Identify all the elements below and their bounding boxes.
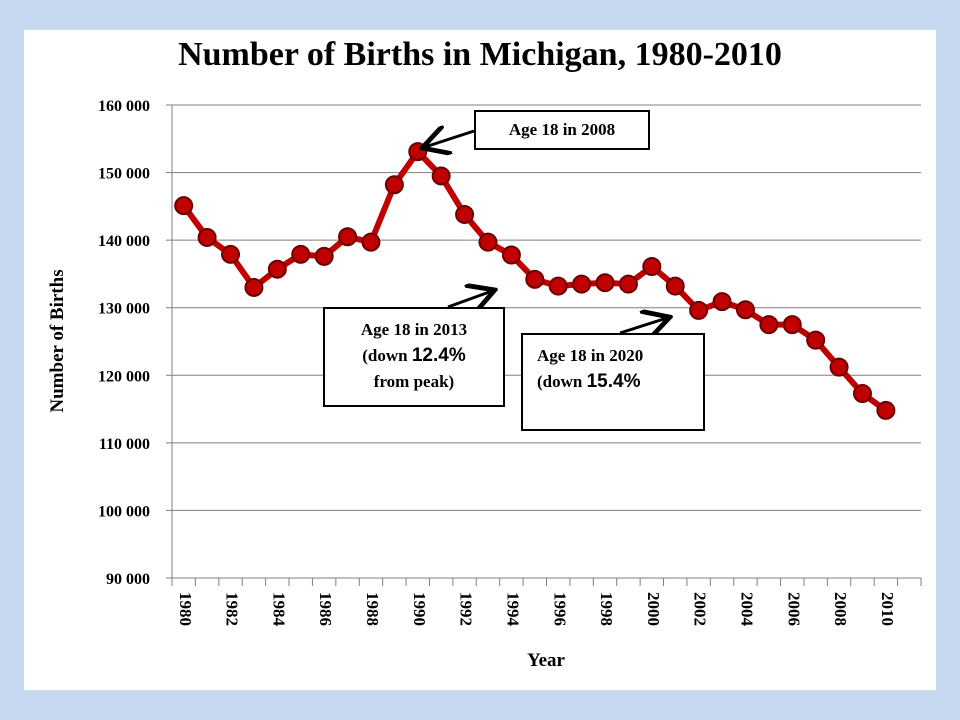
data-point (244, 277, 264, 297)
y-axis-title: Number of Births (47, 269, 68, 412)
data-point (829, 357, 849, 377)
y-tick-label: 130 000 (98, 301, 150, 318)
y-tick-label: 120 000 (98, 368, 150, 385)
data-point (408, 142, 428, 162)
data-point (431, 166, 451, 186)
x-tick-label: 2000 (644, 592, 663, 626)
arrow-age18-2008 (425, 131, 475, 147)
data-point (618, 274, 638, 294)
x-tick-label: 1996 (550, 592, 569, 626)
annotation-age18-2008: Age 18 in 2008 (474, 110, 650, 150)
x-tick-label: 2004 (738, 592, 757, 627)
data-point (759, 315, 779, 335)
data-point (291, 244, 311, 264)
data-point (642, 256, 662, 276)
annotation-2013-line1: Age 18 in 2013 (360, 320, 468, 339)
x-tick-label: 1986 (316, 592, 335, 626)
annotation-2013-percent: 12.4% (411, 345, 466, 366)
y-tick-label: 160 000 (98, 98, 150, 115)
y-tick-label: 110 000 (99, 436, 150, 453)
annotation-age18-2020: Age 18 in 2020 (down 15.4% (521, 333, 705, 431)
data-point (455, 204, 475, 224)
data-point (712, 292, 732, 312)
x-tick-label: 1980 (176, 592, 195, 626)
data-point (735, 300, 755, 320)
data-point (314, 246, 334, 266)
annotation-2013-line2: (down 12.4% (325, 343, 503, 369)
x-tick-label: 1998 (597, 592, 616, 626)
data-point (478, 232, 498, 252)
x-tick-label: 1988 (363, 592, 382, 626)
y-tick-label: 90 000 (106, 571, 150, 588)
y-tick-label: 140 000 (98, 233, 150, 250)
annotation-2020-percent: 15.4% (586, 371, 641, 392)
data-point (782, 315, 802, 335)
data-point (384, 175, 404, 195)
x-tick-label: 2010 (878, 592, 897, 626)
data-point (361, 232, 381, 252)
data-point (806, 330, 826, 350)
data-point (525, 269, 545, 289)
data-point (221, 244, 241, 264)
data-point (595, 273, 615, 293)
x-axis-title: Year (527, 650, 566, 671)
x-tick-label: 1984 (269, 592, 288, 627)
data-point (197, 227, 217, 247)
data-point (852, 384, 872, 404)
data-point (501, 245, 521, 265)
annotation-2020-line1: Age 18 in 2020 (537, 346, 644, 365)
x-tick-label: 2002 (691, 592, 710, 626)
x-tick-label: 2006 (784, 592, 803, 626)
x-tick-label: 1990 (410, 592, 429, 626)
data-point (665, 276, 685, 296)
arrow-age18-2020 (619, 318, 667, 333)
data-point (572, 274, 592, 294)
data-point (689, 300, 709, 320)
y-tick-label: 100 000 (98, 503, 150, 520)
data-point (267, 259, 287, 279)
x-tick-label: 1992 (457, 592, 476, 626)
annotation-2013-line3: from peak) (373, 372, 455, 391)
data-point (876, 400, 896, 420)
data-point (338, 227, 358, 247)
annotation-2020-down: (down (537, 372, 587, 391)
x-tick-label: 1994 (503, 592, 522, 627)
data-point (548, 276, 568, 296)
chart-title: Number of Births in Michigan, 1980-2010 (178, 36, 782, 73)
annotation-age18-2013: Age 18 in 2013 (down 12.4% from peak) (323, 307, 505, 407)
arrow-age18-2013 (447, 291, 492, 307)
y-tick-label: 150 000 (98, 166, 150, 183)
data-point (174, 196, 194, 216)
x-tick-label: 1982 (223, 592, 242, 626)
annotation-2008-text: Age 18 in 2008 (508, 120, 616, 139)
x-tick-label: 2008 (831, 592, 850, 626)
annotation-2013-down: (down (362, 346, 412, 365)
annotation-2020-line2: (down 15.4% (537, 369, 703, 395)
